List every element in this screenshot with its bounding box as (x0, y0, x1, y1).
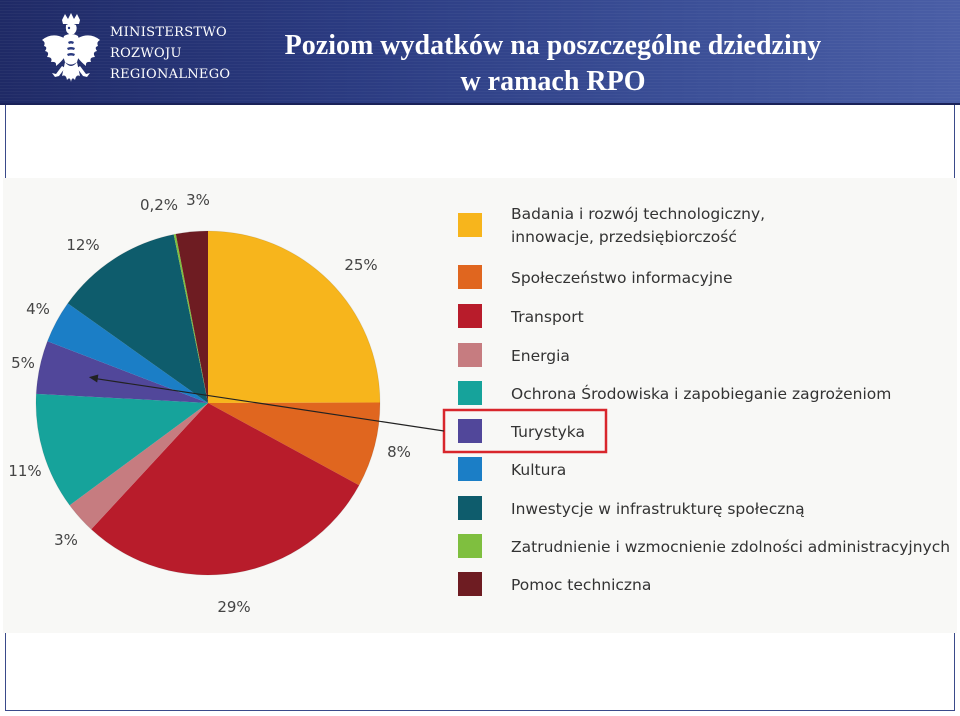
pointer-arrowhead (88, 374, 99, 383)
legend-item-pomoc-techniczna: Pomoc techniczna (458, 572, 651, 596)
legend-label-spoleczenstwo-informacyjne: Społeczeństwo informacyjne (511, 269, 733, 287)
value-label-ochrona-srodowiska-i-zapobieganie-zagrozeniom: 11% (8, 462, 41, 480)
legend-item-kultura: Kultura (458, 457, 566, 481)
logo-line-2: ROZWOJU (110, 46, 182, 61)
legend-item-zatrudnienie-i-wzmocnienie-zdolnosci-administracyjnych: Zatrudnienie i wzmocnienie zdolności adm… (458, 534, 950, 558)
legend-swatch-transport (458, 304, 482, 328)
title-line-1: Poziom wydatków na poszczególne dziedzin… (284, 30, 822, 61)
pie-slice-spoleczenstwo-informacyjne (208, 402, 381, 486)
value-label-zatrudnienie-i-wzmocnienie-zdolnosci-administracyjnych: 0,2% (140, 196, 178, 214)
legend-swatch-zatrudnienie-i-wzmocnienie-zdolnosci-administracyjnych (458, 534, 482, 558)
highlight-callout (88, 374, 608, 454)
ministry-logo-text: MINISTERSTWO ROZWOJU REGIONALNEGO (110, 22, 230, 85)
logo-line-1: MINISTERSTWO (110, 25, 228, 40)
legend-label-badania-i-rozwoj-technologiczny-innowacje-przedsiebiorczosc-line-1: Badania i rozwój technologiczny, (511, 205, 765, 223)
value-label-turystyka: 5% (11, 354, 35, 372)
pie-slice-inwestycje-w-infrastrukture-spoleczna (67, 234, 208, 403)
legend-item-ochrona-srodowiska-i-zapobieganie-zagrozeniom: Ochrona Środowiska i zapobieganie zagroż… (458, 381, 891, 405)
pie-slice-transport (91, 403, 360, 575)
chart-legend: Badania i rozwój technologiczny, innowacj… (458, 205, 950, 596)
value-label-badania-i-rozwoj-technologiczny-innowacje-przedsiebiorczosc: 25% (344, 256, 377, 274)
legend-swatch-energia (458, 343, 482, 367)
pie-slice-zatrudnienie-i-wzmocnienie-zdolnosci-administracyjnych (173, 234, 208, 403)
legend-label-ochrona-srodowiska-i-zapobieganie-zagrozeniom: Ochrona Środowiska i zapobieganie zagroż… (511, 384, 891, 403)
pie-slice-kultura (47, 303, 208, 403)
legend-label-transport: Transport (510, 308, 584, 326)
legend-item-turystyka: Turystyka (458, 419, 585, 443)
legend-label-inwestycje-w-infrastrukture-spoleczna: Inwestycje w infrastrukturę społeczną (511, 500, 805, 518)
value-label-energia: 3% (54, 531, 78, 549)
legend-swatch-badania-i-rozwoj-technologiczny-innowacje-przedsiebiorczosc (458, 213, 482, 237)
pie-outline (35, 230, 381, 576)
page-title: Poziom wydatków na poszczególne dziedzin… (228, 28, 878, 100)
header-banner: MINISTERSTWO ROZWOJU REGIONALNEGO Poziom… (0, 0, 960, 105)
legend-swatch-kultura (458, 457, 482, 481)
header-texture (0, 0, 960, 104)
pointer-line (92, 377, 445, 432)
legend-label-turystyka: Turystyka (510, 423, 585, 441)
legend-item-transport: Transport (458, 304, 584, 328)
legend-swatch-ochrona-srodowiska-i-zapobieganie-zagrozeniom (458, 381, 482, 405)
pie-slice-turystyka (36, 341, 208, 403)
pie-slice-ochrona-srodowiska-i-zapobieganie-zagrozeniom (35, 393, 209, 506)
legend-label-zatrudnienie-i-wzmocnienie-zdolnosci-administracyjnych: Zatrudnienie i wzmocnienie zdolności adm… (511, 538, 950, 556)
pie-slice-pomoc-techniczna (175, 231, 208, 403)
legend-item-energia: Energia (458, 343, 570, 367)
polish-eagle-emblem-icon (42, 13, 100, 82)
legend-label-badania-i-rozwoj-technologiczny-innowacje-przedsiebiorczosc-line-2: innowacje, przedsiębiorczość (511, 228, 737, 246)
pie-value-labels: 25% 8% 29% 3% 11% 5% 4% 12% 0,2% 3% (8, 191, 411, 616)
value-label-spoleczenstwo-informacyjne: 8% (387, 443, 411, 461)
legend-item-spoleczenstwo-informacyjne: Społeczeństwo informacyjne (458, 265, 733, 289)
pie-slice-badania-i-rozwoj-technologiczny-innowacje-przedsiebiorczosc (208, 231, 380, 403)
legend-label-pomoc-techniczna: Pomoc techniczna (511, 576, 651, 594)
pie-slices (35, 230, 381, 576)
legend-label-energia: Energia (511, 347, 570, 365)
value-label-pomoc-techniczna: 3% (186, 191, 210, 209)
legend-label-kultura: Kultura (511, 461, 566, 479)
value-label-inwestycje-w-infrastrukture-spoleczna: 12% (66, 236, 99, 254)
legend-swatch-inwestycje-w-infrastrukture-spoleczna (458, 496, 482, 520)
header-divider (0, 103, 960, 105)
value-label-transport: 29% (217, 598, 250, 616)
pie-chart-svg: 25% 8% 29% 3% 11% 5% 4% 12% 0,2% 3% Badania i roz… (8, 191, 950, 616)
value-label-kultura: 4% (26, 300, 50, 318)
pie-slice-energia (69, 403, 209, 530)
legend-item-badania-i-rozwoj-technologiczny-innowacje-przedsiebiorczosc: Badania i rozwój technologiczny, innowacj… (458, 205, 765, 246)
chart-figure: 25% 8% 29% 3% 11% 5% 4% 12% 0,2% 3% Badania i roz… (3, 178, 957, 633)
logo-line-3: REGIONALNEGO (110, 67, 231, 82)
legend-swatch-turystyka (458, 419, 482, 443)
title-line-2: w ramach RPO (460, 66, 646, 97)
legend-swatch-spoleczenstwo-informacyjne (458, 265, 482, 289)
legend-swatch-pomoc-techniczna (458, 572, 482, 596)
legend-item-inwestycje-w-infrastrukture-spoleczna: Inwestycje w infrastrukturę społeczną (458, 496, 805, 520)
